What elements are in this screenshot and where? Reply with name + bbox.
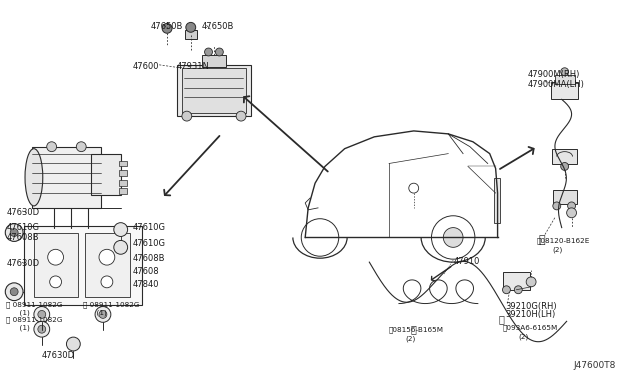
- Bar: [91, 154, 121, 195]
- Circle shape: [48, 249, 63, 265]
- Circle shape: [566, 208, 577, 218]
- Bar: [553, 190, 577, 204]
- Circle shape: [431, 216, 475, 259]
- Circle shape: [236, 111, 246, 121]
- Text: Ⓝ 08911-1082G
      (1): Ⓝ 08911-1082G (1): [6, 317, 63, 330]
- Circle shape: [114, 240, 127, 254]
- Text: (2): (2): [518, 333, 529, 340]
- Text: 47600: 47600: [132, 62, 159, 71]
- Circle shape: [515, 286, 522, 294]
- Text: Ⓝ 08911-1082G
      (1): Ⓝ 08911-1082G (1): [6, 302, 63, 316]
- Text: Ⓑ: Ⓑ: [499, 314, 504, 324]
- Circle shape: [38, 311, 45, 318]
- Text: (2): (2): [406, 335, 416, 341]
- Circle shape: [553, 202, 561, 210]
- Bar: [85, 232, 129, 296]
- Text: Ⓑ: Ⓑ: [411, 324, 417, 334]
- Circle shape: [502, 286, 511, 294]
- Text: Ⓑ08156-B165M: Ⓑ08156-B165M: [389, 326, 444, 333]
- Circle shape: [561, 68, 568, 76]
- Text: 47900MA(LH): 47900MA(LH): [527, 80, 584, 89]
- Circle shape: [568, 202, 575, 210]
- Circle shape: [34, 321, 50, 337]
- Circle shape: [47, 142, 56, 152]
- Bar: [119, 160, 127, 166]
- Circle shape: [186, 22, 196, 32]
- Bar: [502, 272, 530, 290]
- Text: J47600T8: J47600T8: [573, 361, 616, 370]
- Circle shape: [99, 311, 107, 318]
- Text: Ⓑ: Ⓑ: [539, 235, 545, 246]
- Text: 47630D: 47630D: [6, 259, 40, 268]
- Circle shape: [76, 142, 86, 152]
- Circle shape: [216, 48, 223, 56]
- Bar: [34, 232, 78, 296]
- Bar: [202, 55, 227, 67]
- Text: 47650B: 47650B: [150, 22, 182, 31]
- Text: 47610G: 47610G: [132, 240, 166, 248]
- Text: 47630D: 47630D: [42, 351, 75, 360]
- Bar: [24, 226, 143, 305]
- Circle shape: [5, 224, 23, 241]
- Circle shape: [10, 228, 18, 237]
- Circle shape: [301, 219, 339, 256]
- Bar: [185, 30, 196, 39]
- Text: 39210H(LH): 39210H(LH): [506, 311, 556, 320]
- Text: 47900M(RH): 47900M(RH): [527, 70, 580, 79]
- Circle shape: [67, 337, 80, 351]
- Bar: [551, 81, 579, 99]
- Bar: [552, 149, 577, 164]
- Circle shape: [561, 163, 568, 170]
- Circle shape: [38, 325, 45, 333]
- Bar: [177, 65, 251, 116]
- Circle shape: [444, 228, 463, 247]
- Circle shape: [114, 223, 127, 237]
- Circle shape: [205, 48, 212, 56]
- Text: 47608: 47608: [132, 267, 159, 276]
- Text: 47630D: 47630D: [6, 208, 40, 217]
- Text: Ⓑ093A6-6165M: Ⓑ093A6-6165M: [502, 324, 558, 331]
- Text: 47840: 47840: [132, 280, 159, 289]
- Ellipse shape: [25, 149, 43, 206]
- Text: 47931N: 47931N: [177, 62, 210, 71]
- Circle shape: [99, 249, 115, 265]
- Circle shape: [526, 277, 536, 287]
- Bar: [182, 68, 246, 113]
- Circle shape: [162, 23, 172, 33]
- Bar: [119, 180, 127, 186]
- Bar: [493, 178, 500, 223]
- Text: 47650B: 47650B: [202, 22, 234, 31]
- Bar: [555, 75, 575, 84]
- Circle shape: [50, 276, 61, 288]
- Bar: [119, 188, 127, 194]
- Text: 47608B: 47608B: [132, 254, 165, 263]
- Text: 39210G(RH): 39210G(RH): [506, 302, 557, 311]
- Text: Ⓑ08120-B162E: Ⓑ08120-B162E: [537, 237, 591, 244]
- Text: 47610G: 47610G: [6, 223, 39, 232]
- Circle shape: [34, 307, 50, 322]
- Circle shape: [10, 288, 18, 296]
- Circle shape: [95, 307, 111, 322]
- Circle shape: [101, 276, 113, 288]
- Bar: [119, 170, 127, 176]
- Text: 47910: 47910: [453, 257, 479, 266]
- Bar: [32, 147, 101, 208]
- Circle shape: [5, 283, 23, 301]
- Text: 47608B: 47608B: [6, 232, 39, 241]
- Text: (2): (2): [553, 246, 563, 253]
- Text: Ⓝ 08911-1082G
      (1): Ⓝ 08911-1082G (1): [83, 302, 140, 316]
- Circle shape: [182, 111, 192, 121]
- Text: 47610G: 47610G: [132, 223, 166, 232]
- Circle shape: [409, 183, 419, 193]
